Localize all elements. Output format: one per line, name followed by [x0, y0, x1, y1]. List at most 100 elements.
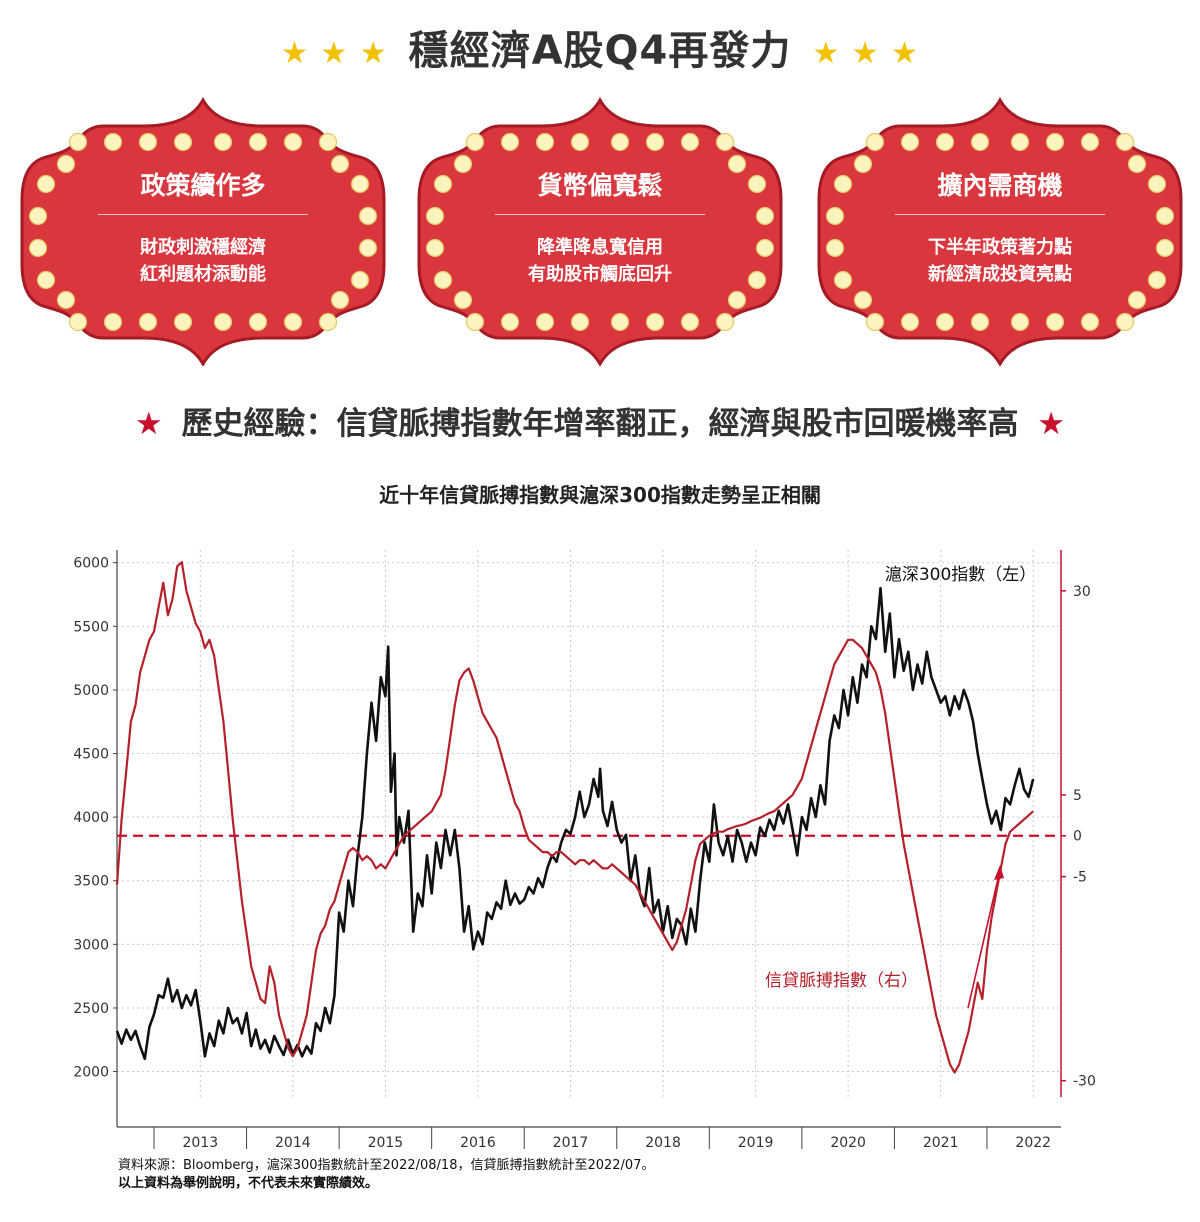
- x-tick-label: 2016: [460, 1135, 496, 1150]
- bulb-icon: [1080, 312, 1100, 332]
- bulb-icon: [1115, 132, 1135, 152]
- left-tick-label: 5500: [73, 619, 109, 635]
- bulb-icon: [500, 132, 520, 152]
- bulb-icon: [535, 312, 555, 332]
- bulb-icon: [248, 132, 268, 152]
- left-tick-label: 2500: [73, 1001, 109, 1017]
- bulb-icon: [248, 312, 268, 332]
- right-tick-label: 5: [1073, 788, 1082, 804]
- left-tick-label: 3500: [73, 874, 109, 890]
- marquee-shape: [20, 96, 386, 366]
- bulb-icon: [28, 238, 48, 258]
- bulb-icon: [56, 154, 76, 174]
- bulb-icon: [358, 238, 378, 258]
- bulb-icon: [865, 132, 885, 152]
- dual-axis-line-chart: 2000 2500 3000 3500 4000 4500 5000 5500 6000 30 5 0…: [73, 550, 1096, 1150]
- card-policy: 政策續作多 財政刺激穩經濟 紅利題材添動能: [18, 96, 388, 366]
- star-icon: ★: [134, 406, 163, 442]
- left-tick-label: 6000: [73, 556, 109, 572]
- x-tick-label: 2015: [368, 1135, 404, 1150]
- bulb-icon: [1010, 312, 1030, 332]
- bulb-icon: [1080, 132, 1100, 152]
- series-line-csi300: [115, 586, 1035, 1061]
- bulb-icon: [970, 132, 990, 152]
- series-label-credit-impulse: 信貸脈搏指數（右）: [765, 971, 918, 991]
- bulb-icon: [465, 312, 485, 332]
- x-tick-label: 2019: [738, 1135, 774, 1150]
- footnote-source: 資料來源：Bloomberg，滬深300指數統計至2022/08/18，信貸脈搏…: [118, 1158, 655, 1173]
- marquee-frame: [20, 96, 386, 366]
- x-tick-label: 2013: [182, 1135, 218, 1150]
- x-tick-label: 2022: [1015, 1135, 1051, 1150]
- left-tick-label: 5000: [73, 683, 109, 699]
- card-body: 降準降息寬信用 有助股市觸底回升: [415, 234, 785, 288]
- card-line: 財政刺激穩經濟: [140, 237, 266, 258]
- footnote-disclaimer: 以上資料為舉例說明，不代表未來實際績效。: [118, 1176, 379, 1191]
- bulb-icon: [755, 238, 775, 258]
- bulb-icon: [1045, 132, 1065, 152]
- bulb-icon: [1010, 132, 1030, 152]
- card-line: 下半年政策著力點: [928, 237, 1072, 258]
- bulb-icon: [680, 132, 700, 152]
- series-label-csi300: 滬深300指數（左）: [885, 565, 1036, 585]
- x-tick-label: 2021: [923, 1135, 959, 1150]
- bulb-icon: [645, 132, 665, 152]
- bulb-icon: [853, 154, 873, 174]
- title-stars-left: ★ ★ ★: [281, 35, 388, 71]
- bulb-icon: [825, 238, 845, 258]
- card-monetary: 貨幣偏寬鬆 降準降息寬信用 有助股市觸底回升: [415, 96, 785, 366]
- x-tick-label: 2017: [553, 1135, 589, 1150]
- arrowhead-icon: [994, 865, 1004, 880]
- left-tick-label: 4000: [73, 810, 109, 826]
- bulb-icon: [358, 206, 378, 226]
- bulb-icon: [970, 312, 990, 332]
- bulb-icon: [825, 206, 845, 226]
- x-tick-label: 2020: [830, 1135, 866, 1150]
- bulb-icon: [213, 312, 233, 332]
- marquee-frame: [417, 96, 783, 366]
- grid: [117, 550, 1061, 1097]
- bulb-icon: [453, 290, 473, 310]
- bulb-icon: [318, 312, 338, 332]
- title-stars-right: ★ ★ ★: [812, 35, 919, 71]
- chart-title: 近十年信貸脈搏指數與滬深300指數走勢呈正相關: [379, 483, 821, 507]
- bulb-icon: [680, 312, 700, 332]
- bulb-icon: [570, 132, 590, 152]
- right-tick-label: -30: [1073, 1074, 1096, 1090]
- card-title: 貨幣偏寬鬆: [537, 171, 663, 200]
- x-tick-label: 2018: [645, 1135, 681, 1150]
- bulb-icon: [318, 132, 338, 152]
- bulb-icon: [433, 270, 453, 290]
- bulb-icon: [610, 132, 630, 152]
- bulb-icon: [715, 312, 735, 332]
- card-title: 擴內需商機: [937, 171, 1063, 200]
- bulb-icon: [645, 312, 665, 332]
- right-tick-label: 0: [1073, 829, 1082, 845]
- bulb-icon: [1115, 312, 1135, 332]
- bulb-icon: [727, 154, 747, 174]
- bulb-icon: [283, 132, 303, 152]
- card-divider: [495, 214, 705, 215]
- card-line: 新經濟成投資亮點: [928, 264, 1072, 285]
- bulb-icon: [747, 270, 767, 290]
- bulb-icon: [283, 312, 303, 332]
- page-title: ★ ★ ★ 穩經濟A股Q4再發力 ★ ★ ★: [0, 18, 1200, 76]
- bulb-icon: [103, 312, 123, 332]
- bulb-icon: [935, 132, 955, 152]
- bulb-icon: [103, 132, 123, 152]
- title-text: 穩經濟A股Q4再發力: [408, 28, 792, 74]
- bulb-icon: [570, 312, 590, 332]
- bulb-icon: [425, 206, 445, 226]
- bulb-icon: [900, 312, 920, 332]
- section-heading-text: 歷史經驗：信貸脈搏指數年增率翻正，經濟與股市回暖機率高: [181, 406, 1019, 442]
- bulb-icon: [535, 132, 555, 152]
- bulb-icon: [1147, 174, 1167, 194]
- card-line: 有助股市觸底回升: [528, 264, 672, 285]
- bulb-icon: [865, 312, 885, 332]
- series-line-credit-impulse: [115, 561, 1034, 1074]
- bulb-icon: [715, 132, 735, 152]
- marquee-shape: [417, 96, 783, 366]
- bulb-icon: [1127, 290, 1147, 310]
- bulb-icon: [610, 312, 630, 332]
- bulb-icon: [28, 206, 48, 226]
